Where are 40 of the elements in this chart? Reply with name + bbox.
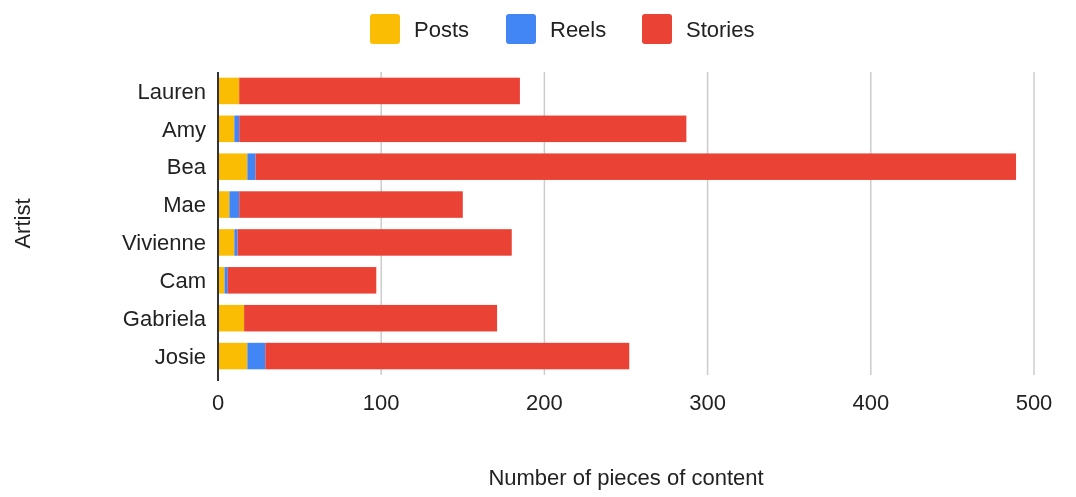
bar [255, 153, 1017, 180]
bar [234, 115, 240, 143]
y-tick-label: Gabriela [122, 305, 207, 331]
bar [218, 304, 245, 332]
bar [247, 153, 256, 180]
x-tick-label: 0 [211, 390, 225, 415]
bar [218, 342, 248, 370]
bar [239, 115, 687, 143]
y-axis-title: Artist [10, 198, 35, 249]
x-tick-label: 100 [362, 390, 400, 415]
bar [239, 77, 520, 105]
y-tick-label: Amy [162, 116, 206, 142]
x-tick-label: 400 [852, 390, 890, 415]
y-tick-label: Mae [163, 192, 206, 218]
bar [247, 342, 266, 370]
y-tick-label: Lauren [137, 78, 206, 104]
y-tick-label: Cam [159, 268, 206, 294]
bar [239, 191, 463, 218]
x-tick-label: 500 [1015, 390, 1053, 415]
bar [224, 267, 228, 294]
bar [218, 229, 235, 256]
y-tick-label: Bea [166, 154, 207, 180]
bar [237, 229, 512, 256]
legend-label: Stories [686, 16, 755, 42]
bar [218, 153, 248, 180]
bar [234, 229, 238, 256]
x-tick-label: 200 [526, 390, 563, 415]
x-tick-label: 300 [689, 390, 726, 415]
bar [265, 342, 630, 370]
bar [218, 267, 225, 294]
y-tick-label: Vivienne [122, 230, 206, 256]
bar [227, 267, 377, 294]
bar [244, 304, 498, 332]
x-axis-title: Number of pieces of content [488, 465, 764, 490]
legend-label: Posts [414, 16, 470, 42]
y-tick-label: Josie [154, 343, 206, 369]
legend-label: Reels [550, 16, 607, 42]
bar [218, 77, 240, 105]
bar [229, 191, 240, 218]
bar [218, 115, 235, 143]
